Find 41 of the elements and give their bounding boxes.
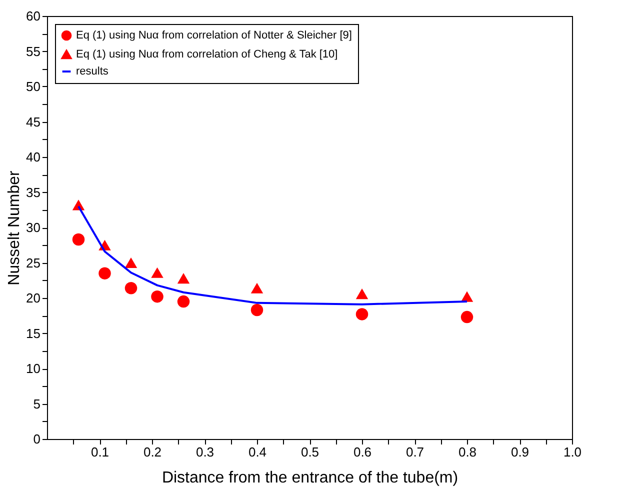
- y-axis-title: Nusselt Number: [6, 170, 24, 286]
- x-tick-label: 0.5: [300, 444, 320, 460]
- y-tick-label: 30: [26, 220, 40, 235]
- point: [151, 290, 164, 303]
- y-tick-label: 5: [33, 396, 40, 412]
- legend-label: results: [76, 66, 109, 78]
- point: [72, 233, 85, 246]
- y-tick-label: 20: [26, 290, 40, 306]
- legend-label: Eq (1) using Nuα from correlation of Notter & Sleicher [9]: [76, 30, 352, 42]
- y-tick-label: 10: [26, 361, 40, 376]
- x-tick-label: 0.1: [90, 444, 110, 460]
- point: [460, 310, 474, 324]
- point: [124, 257, 138, 268]
- point: [124, 282, 138, 294]
- y-tick-label: 40: [26, 150, 40, 164]
- point: [177, 272, 190, 284]
- point: [250, 282, 264, 294]
- point: [151, 267, 164, 278]
- point: [356, 308, 368, 320]
- x-axis-title: Distance from the entrance of the tube(m): [162, 470, 458, 486]
- y-tick-label: 45: [26, 114, 40, 130]
- y-tick-label: 25: [26, 255, 40, 270]
- x-tick-label: 0.8: [458, 444, 477, 460]
- legend-label: Eq (1) using Nuα from correlation of Cheng & Tak [10]: [76, 48, 338, 60]
- point: [250, 304, 264, 316]
- x-tick-label: 0.4: [248, 444, 267, 460]
- y-tick-label: 50: [26, 79, 40, 94]
- y-tick-label: 35: [26, 184, 40, 200]
- x-tick-label: 0.7: [406, 444, 424, 460]
- y-tick-label: 15: [26, 326, 40, 341]
- x-tick-label: 0.3: [196, 444, 214, 460]
- x-tick-label: 0.9: [510, 444, 530, 460]
- x-tick-label: 0.2: [143, 444, 162, 460]
- y-tick-label: 0: [33, 432, 40, 446]
- point: [98, 267, 111, 280]
- y-tick-label: 60: [26, 8, 40, 24]
- x-tick-label: 0.6: [353, 444, 372, 460]
- point: [177, 295, 190, 308]
- x-tick-label: 1.0: [563, 444, 582, 460]
- y-tick-label: 55: [26, 44, 40, 59]
- point: [356, 288, 368, 300]
